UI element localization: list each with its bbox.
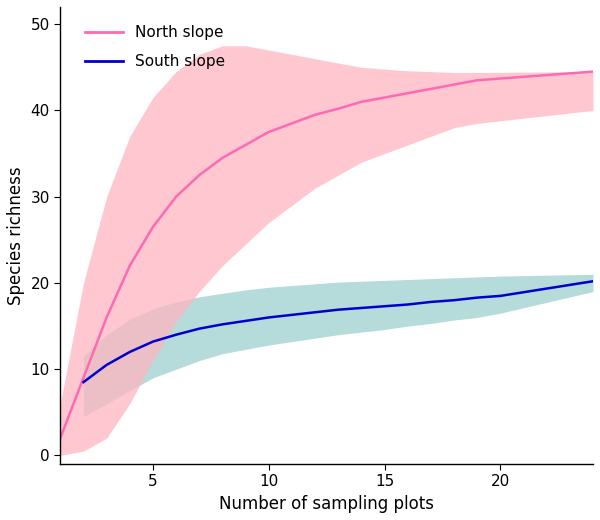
Legend: North slope, South slope: North slope, South slope bbox=[79, 19, 232, 75]
X-axis label: Number of sampling plots: Number of sampling plots bbox=[219, 495, 434, 513]
Y-axis label: Species richness: Species richness bbox=[7, 166, 25, 305]
